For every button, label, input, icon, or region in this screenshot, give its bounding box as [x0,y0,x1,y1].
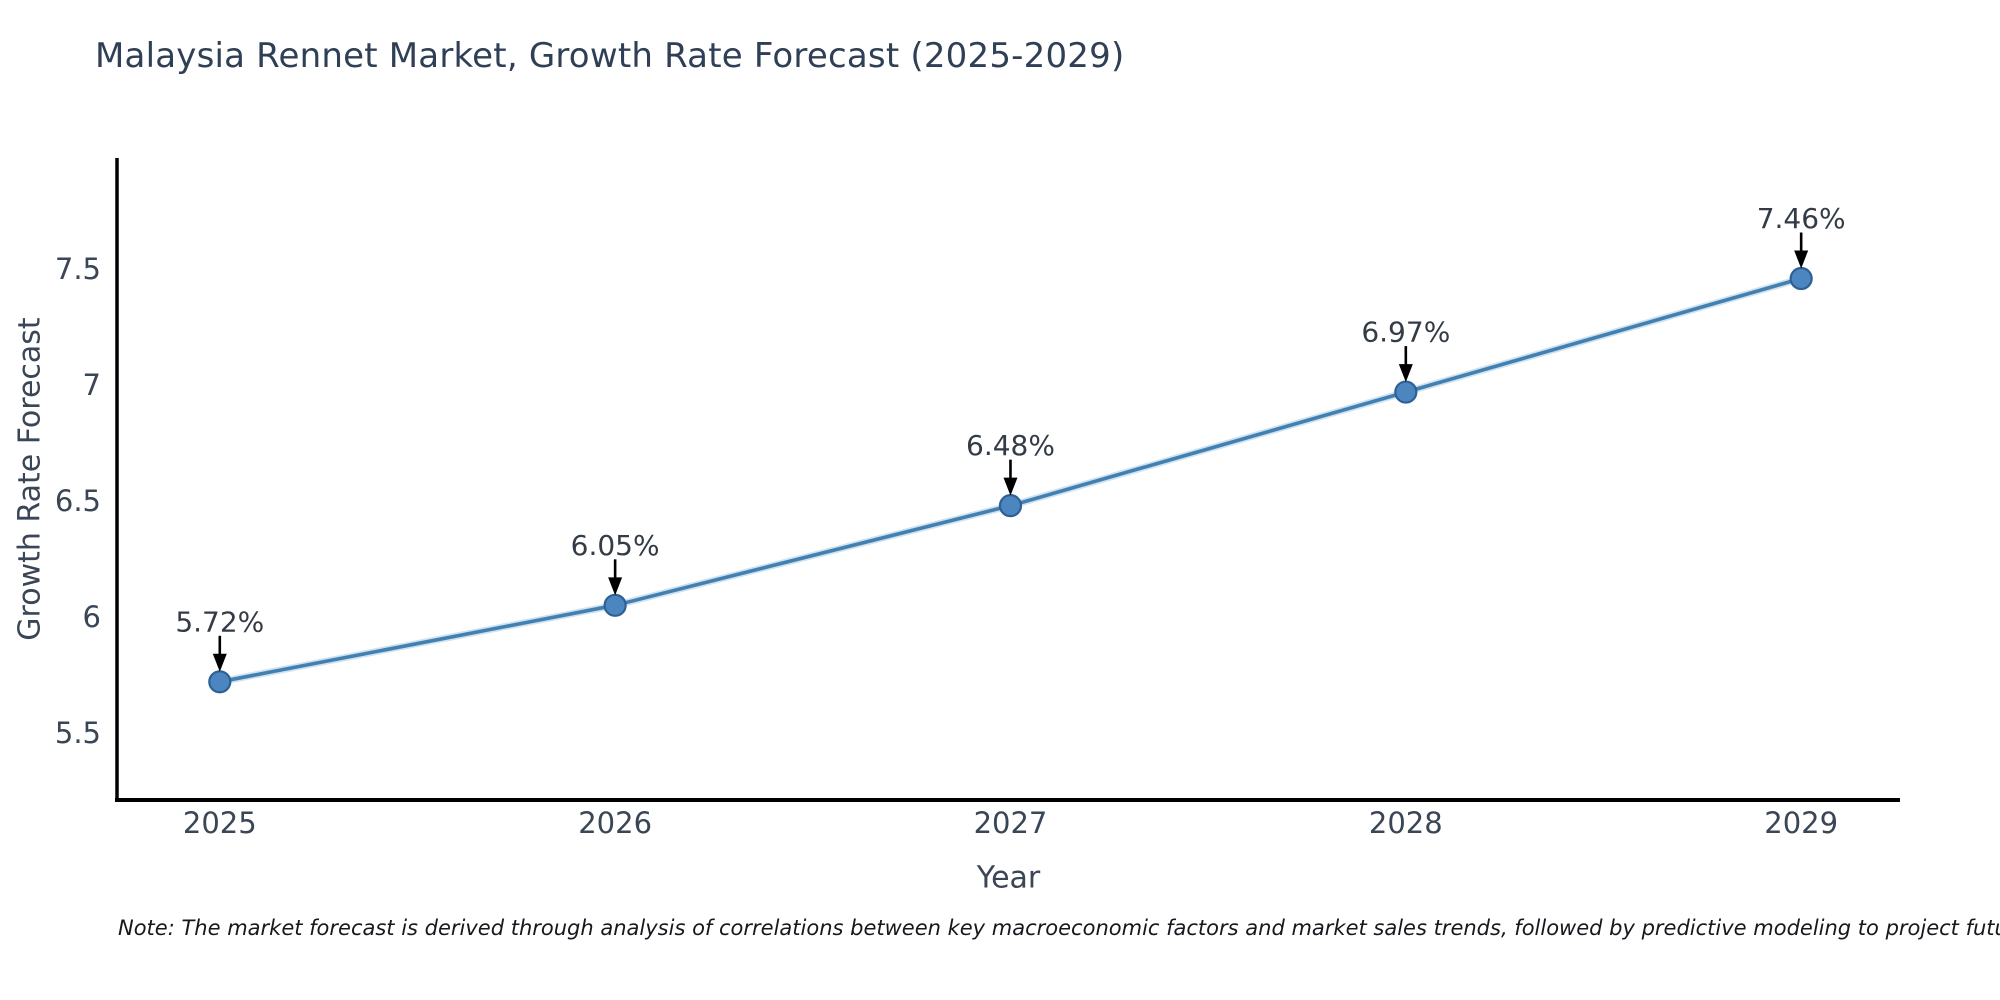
y-tick-label: 7.5 [55,252,101,286]
annotation-arrow-head-icon [608,577,623,596]
chart-title: Malaysia Rennet Market, Growth Rate Fore… [95,36,1125,76]
y-tick-label: 5.5 [55,716,101,750]
x-tick-label: 2027 [974,806,1048,840]
data-point [1394,380,1418,404]
annotation-arrow-head-icon [1794,250,1809,269]
data-label: 6.48% [966,429,1055,462]
x-tick-label: 2026 [578,806,652,840]
footnote: Note: The market forecast is derived thr… [118,916,2000,940]
data-point [208,670,232,694]
annotation-arrow-head-icon [1003,477,1018,496]
x-tick-label: 2028 [1369,806,1443,840]
y-axis-title: Growth Rate Forecast [13,317,48,641]
data-point [603,593,627,617]
data-label: 6.97% [1361,316,1450,349]
data-label: 6.05% [571,529,660,562]
data-point [1789,266,1813,291]
x-tick-label: 2029 [1764,806,1838,840]
annotation-arrow-head-icon [212,653,227,672]
y-tick-label: 7 [83,368,101,402]
data-label: 5.72% [175,605,264,638]
y-tick-label: 6.5 [55,484,101,518]
data-point [998,494,1023,518]
x-axis-title: Year [976,861,1041,896]
annotation-arrow-head-icon [1398,364,1413,383]
y-tick-label: 6 [83,600,101,634]
x-tick-label: 2025 [183,806,257,840]
data-label: 7.46% [1757,202,1846,235]
